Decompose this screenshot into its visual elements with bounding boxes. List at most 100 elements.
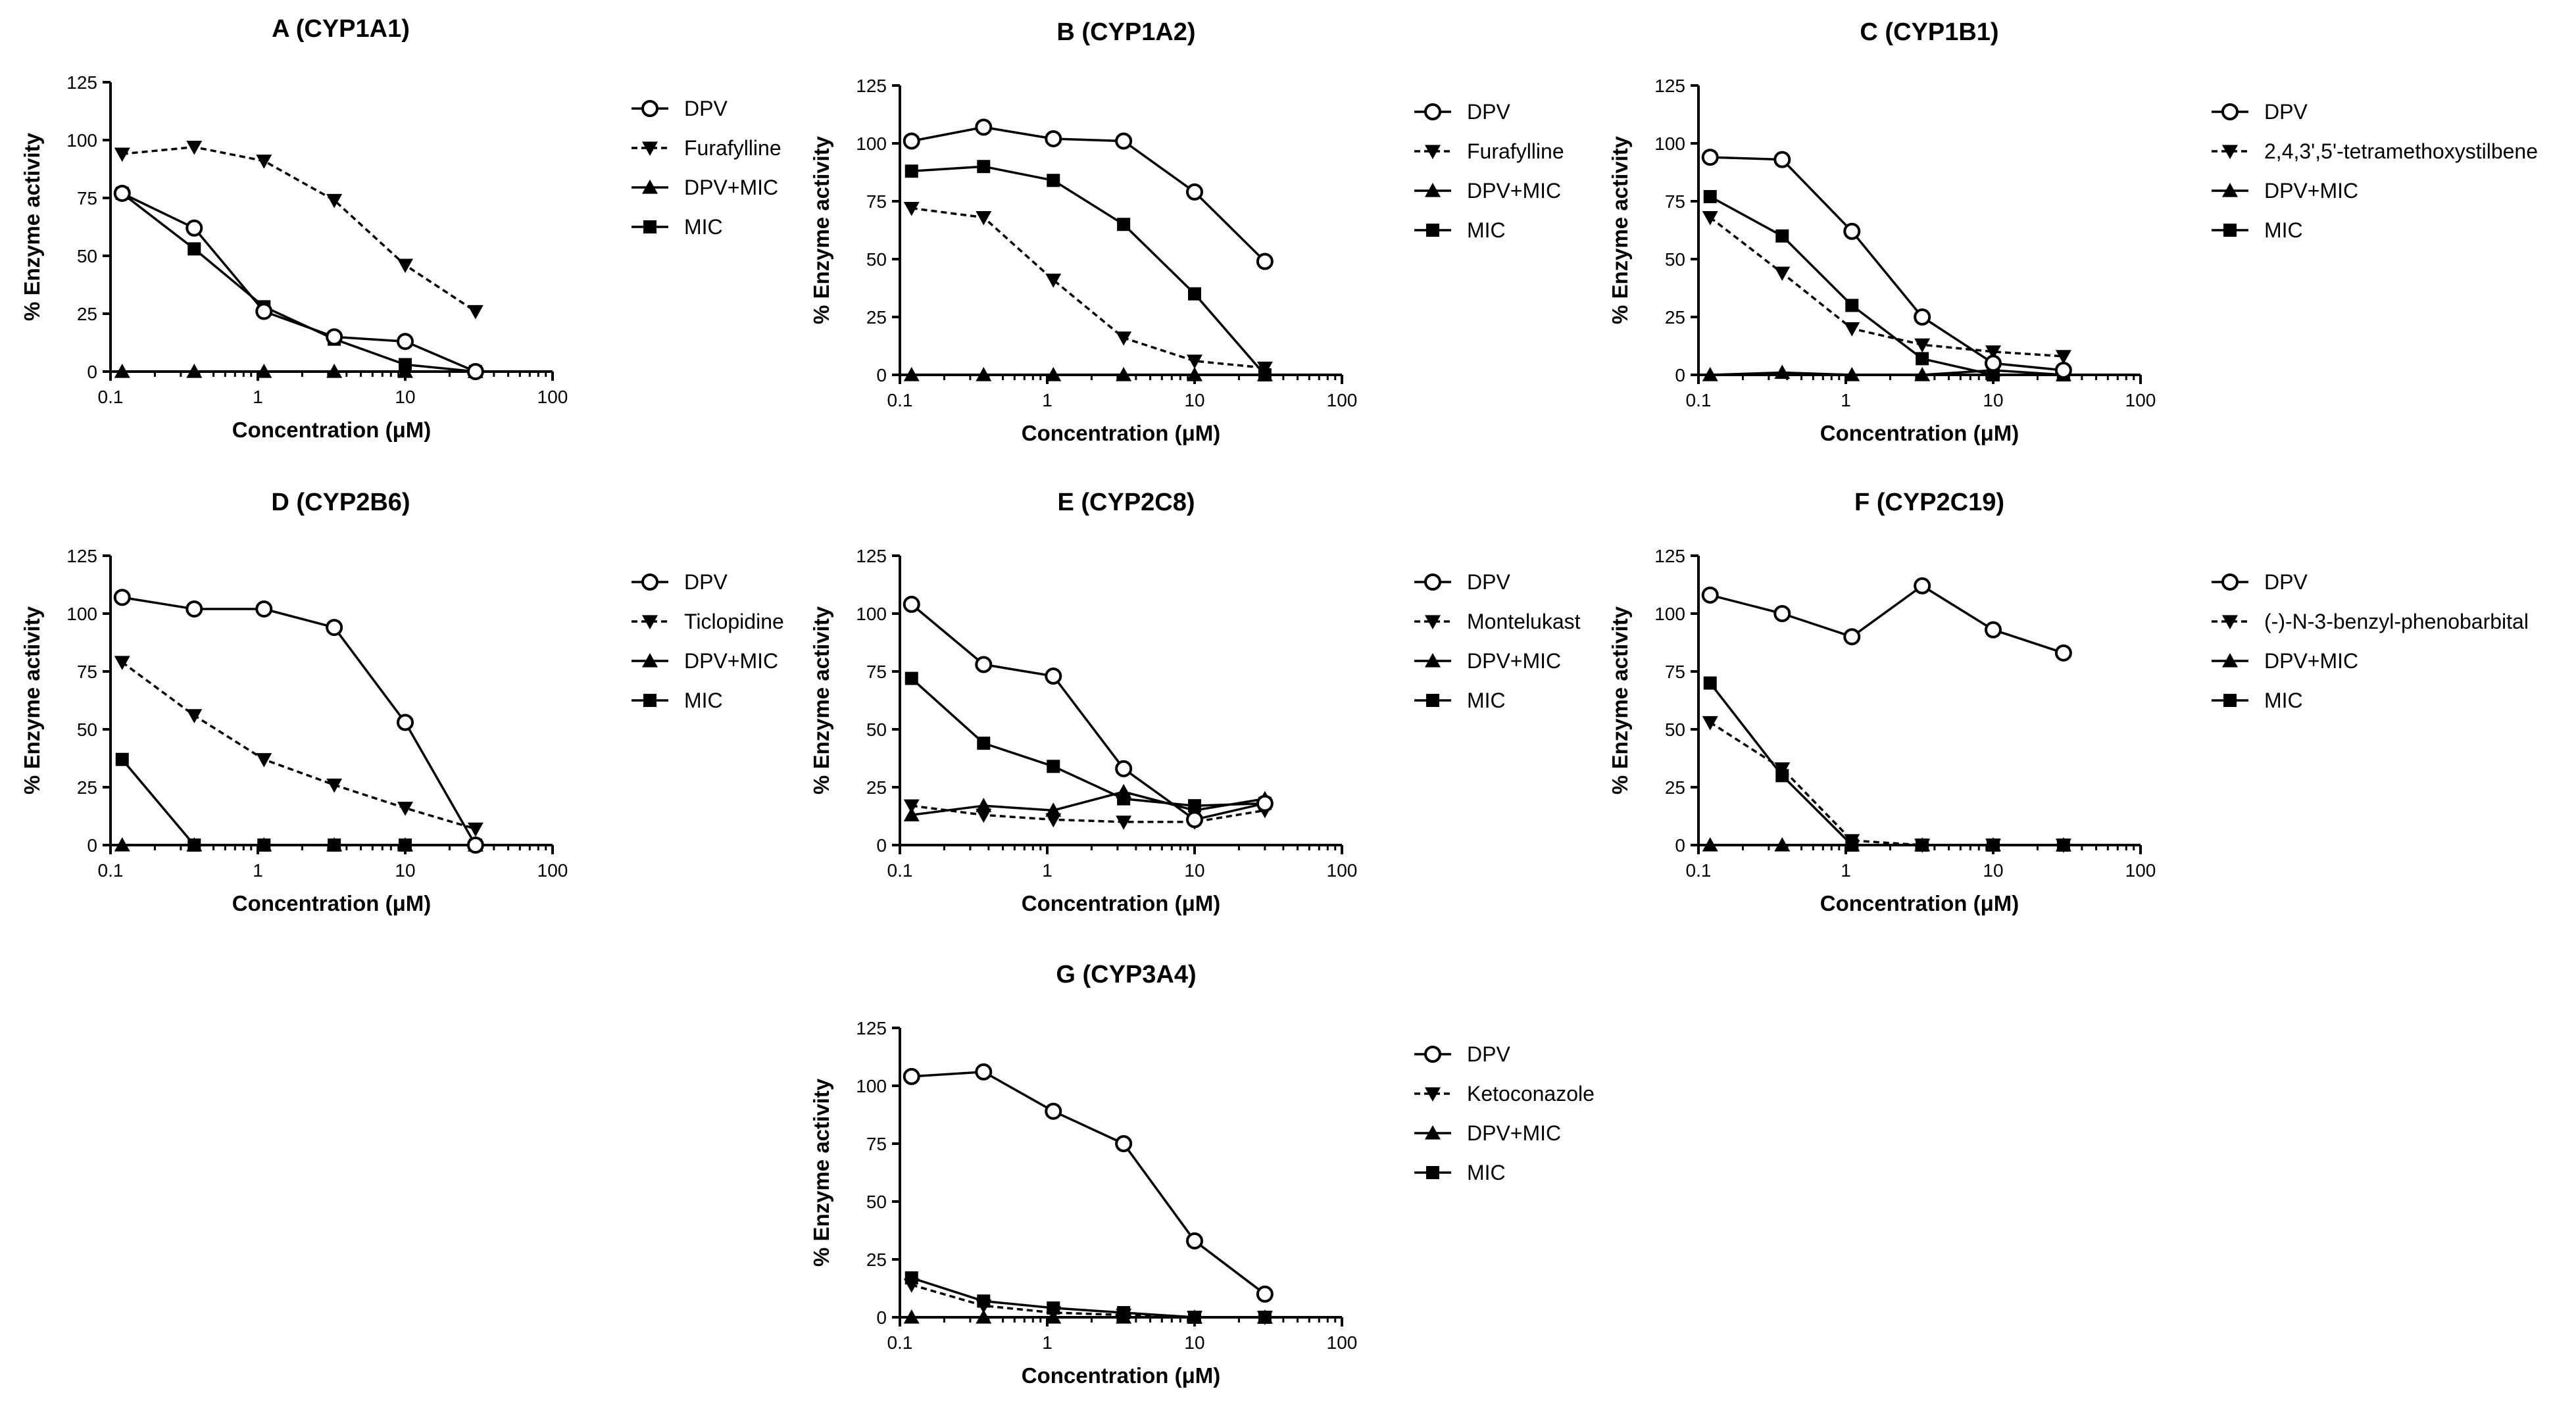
data-point [1775, 229, 1789, 243]
y-tick-label: 25 [866, 1250, 887, 1270]
data-point [903, 1309, 920, 1324]
legend: DPV Furafylline DPV+MIC MIC [1414, 100, 1564, 242]
legend-marker [2223, 694, 2237, 707]
legend-marker [2222, 145, 2238, 159]
y-tick-label: 50 [77, 246, 97, 266]
y-tick-label: 0 [876, 835, 887, 856]
panel-2: C (CYP1B1) 0 25 50 75 100 125 0.1 1 10 100 Concentr… [1608, 18, 2538, 445]
x-tick-label: 10 [1983, 860, 2003, 881]
data-point [1703, 676, 1717, 690]
y-axis-label: % Enzyme activity [809, 606, 833, 794]
data-point [903, 1067, 920, 1085]
legend-label: DPV [1467, 1042, 1510, 1066]
x-tick-label: 0.1 [1686, 390, 1712, 410]
data-point [1186, 183, 1203, 201]
y-tick-label: 125 [66, 546, 97, 566]
series-2 [903, 784, 1273, 821]
x-tick-label: 10 [395, 860, 415, 881]
data-point [975, 118, 993, 136]
series-line [122, 145, 476, 312]
data-point [1047, 760, 1060, 773]
data-point [1985, 621, 2002, 639]
x-tick-label: 10 [1184, 390, 1204, 410]
y-tick-label: 125 [856, 546, 887, 566]
data-point [1256, 361, 1273, 376]
data-point [326, 778, 343, 793]
data-point [903, 595, 920, 613]
data-point [1916, 352, 1929, 366]
legend-label: MIC [2264, 218, 2303, 242]
data-point [2055, 350, 2071, 364]
data-point [904, 671, 918, 685]
series-line [910, 677, 1265, 807]
legend-label: DPV+MIC [1467, 1121, 1561, 1145]
series-1 [1702, 716, 2071, 853]
x-axis-label: Concentration (μM) [232, 891, 432, 915]
y-tick-label: 0 [87, 362, 97, 382]
x-tick-label: 0.1 [887, 860, 913, 881]
y-tick-label: 0 [1675, 835, 1685, 856]
data-point [256, 155, 272, 169]
series-0 [903, 595, 1274, 829]
legend-label: DPV+MIC [684, 649, 778, 673]
legend-label: DPV [684, 570, 728, 594]
y-tick-label: 125 [1654, 76, 1685, 96]
x-tick-label: 10 [395, 387, 415, 407]
x-tick-label: 1 [253, 387, 263, 407]
y-axis-label: % Enzyme activity [1608, 135, 1632, 324]
series-0 [1701, 577, 2072, 662]
y-tick-label: 75 [866, 1134, 887, 1154]
panel-6: G (CYP3A4) 0 25 50 75 100 125 0.1 1 10 100 Concentr… [809, 961, 1595, 1388]
y-tick-label: 50 [1665, 249, 1685, 270]
data-point [904, 164, 918, 178]
series-line [911, 1284, 1265, 1319]
data-point [1844, 834, 1860, 848]
legend-marker [2222, 653, 2238, 668]
series-0 [1701, 149, 2072, 379]
data-point [1914, 839, 1931, 853]
data-point [903, 132, 920, 150]
data-point [1047, 174, 1060, 187]
legend-label: DPV+MIC [1467, 649, 1561, 673]
data-point [1116, 784, 1132, 798]
data-point [1187, 1311, 1202, 1325]
legend-label: DPV+MIC [684, 176, 778, 199]
data-point [1701, 149, 1719, 166]
data-point [1186, 811, 1203, 829]
series-1 [114, 140, 483, 320]
x-tick-label: 100 [2125, 390, 2156, 410]
legend-label: Furafylline [684, 136, 781, 160]
series-1 [1702, 211, 2071, 364]
data-point [256, 837, 272, 852]
data-point [977, 160, 991, 174]
legend-marker [1426, 694, 1439, 707]
legend-label: (-)-N-3-benzyl-phenobarbital [2264, 610, 2529, 633]
x-tick-label: 1 [1042, 1332, 1053, 1353]
data-point [397, 714, 414, 731]
data-point [114, 837, 130, 852]
data-point [1703, 189, 1717, 203]
series-line [911, 207, 1266, 370]
data-point [975, 1063, 993, 1081]
data-point [976, 808, 992, 823]
x-axis-label: Concentration (μM) [232, 418, 432, 442]
legend-marker [1424, 1046, 1441, 1063]
data-point [1256, 253, 1274, 270]
x-tick-label: 0.1 [887, 390, 913, 410]
x-tick-label: 0.1 [98, 387, 124, 407]
y-tick-label: 25 [77, 777, 97, 798]
data-point [976, 367, 992, 381]
y-tick-label: 100 [1654, 604, 1685, 624]
panel-3: D (CYP2B6) 0 25 50 75 100 125 0.1 1 10 100 Concentr… [20, 489, 784, 915]
x-tick-label: 1 [253, 860, 263, 881]
data-point [1045, 1102, 1062, 1120]
data-point [975, 656, 993, 673]
legend-marker [2223, 224, 2237, 237]
data-point [1985, 839, 2001, 853]
data-point [1914, 308, 1931, 326]
data-point [114, 656, 130, 670]
y-tick-label: 0 [876, 1307, 887, 1328]
panel-title: D (CYP2B6) [271, 489, 410, 516]
x-tick-label: 10 [1983, 390, 2003, 410]
data-point [186, 600, 203, 618]
